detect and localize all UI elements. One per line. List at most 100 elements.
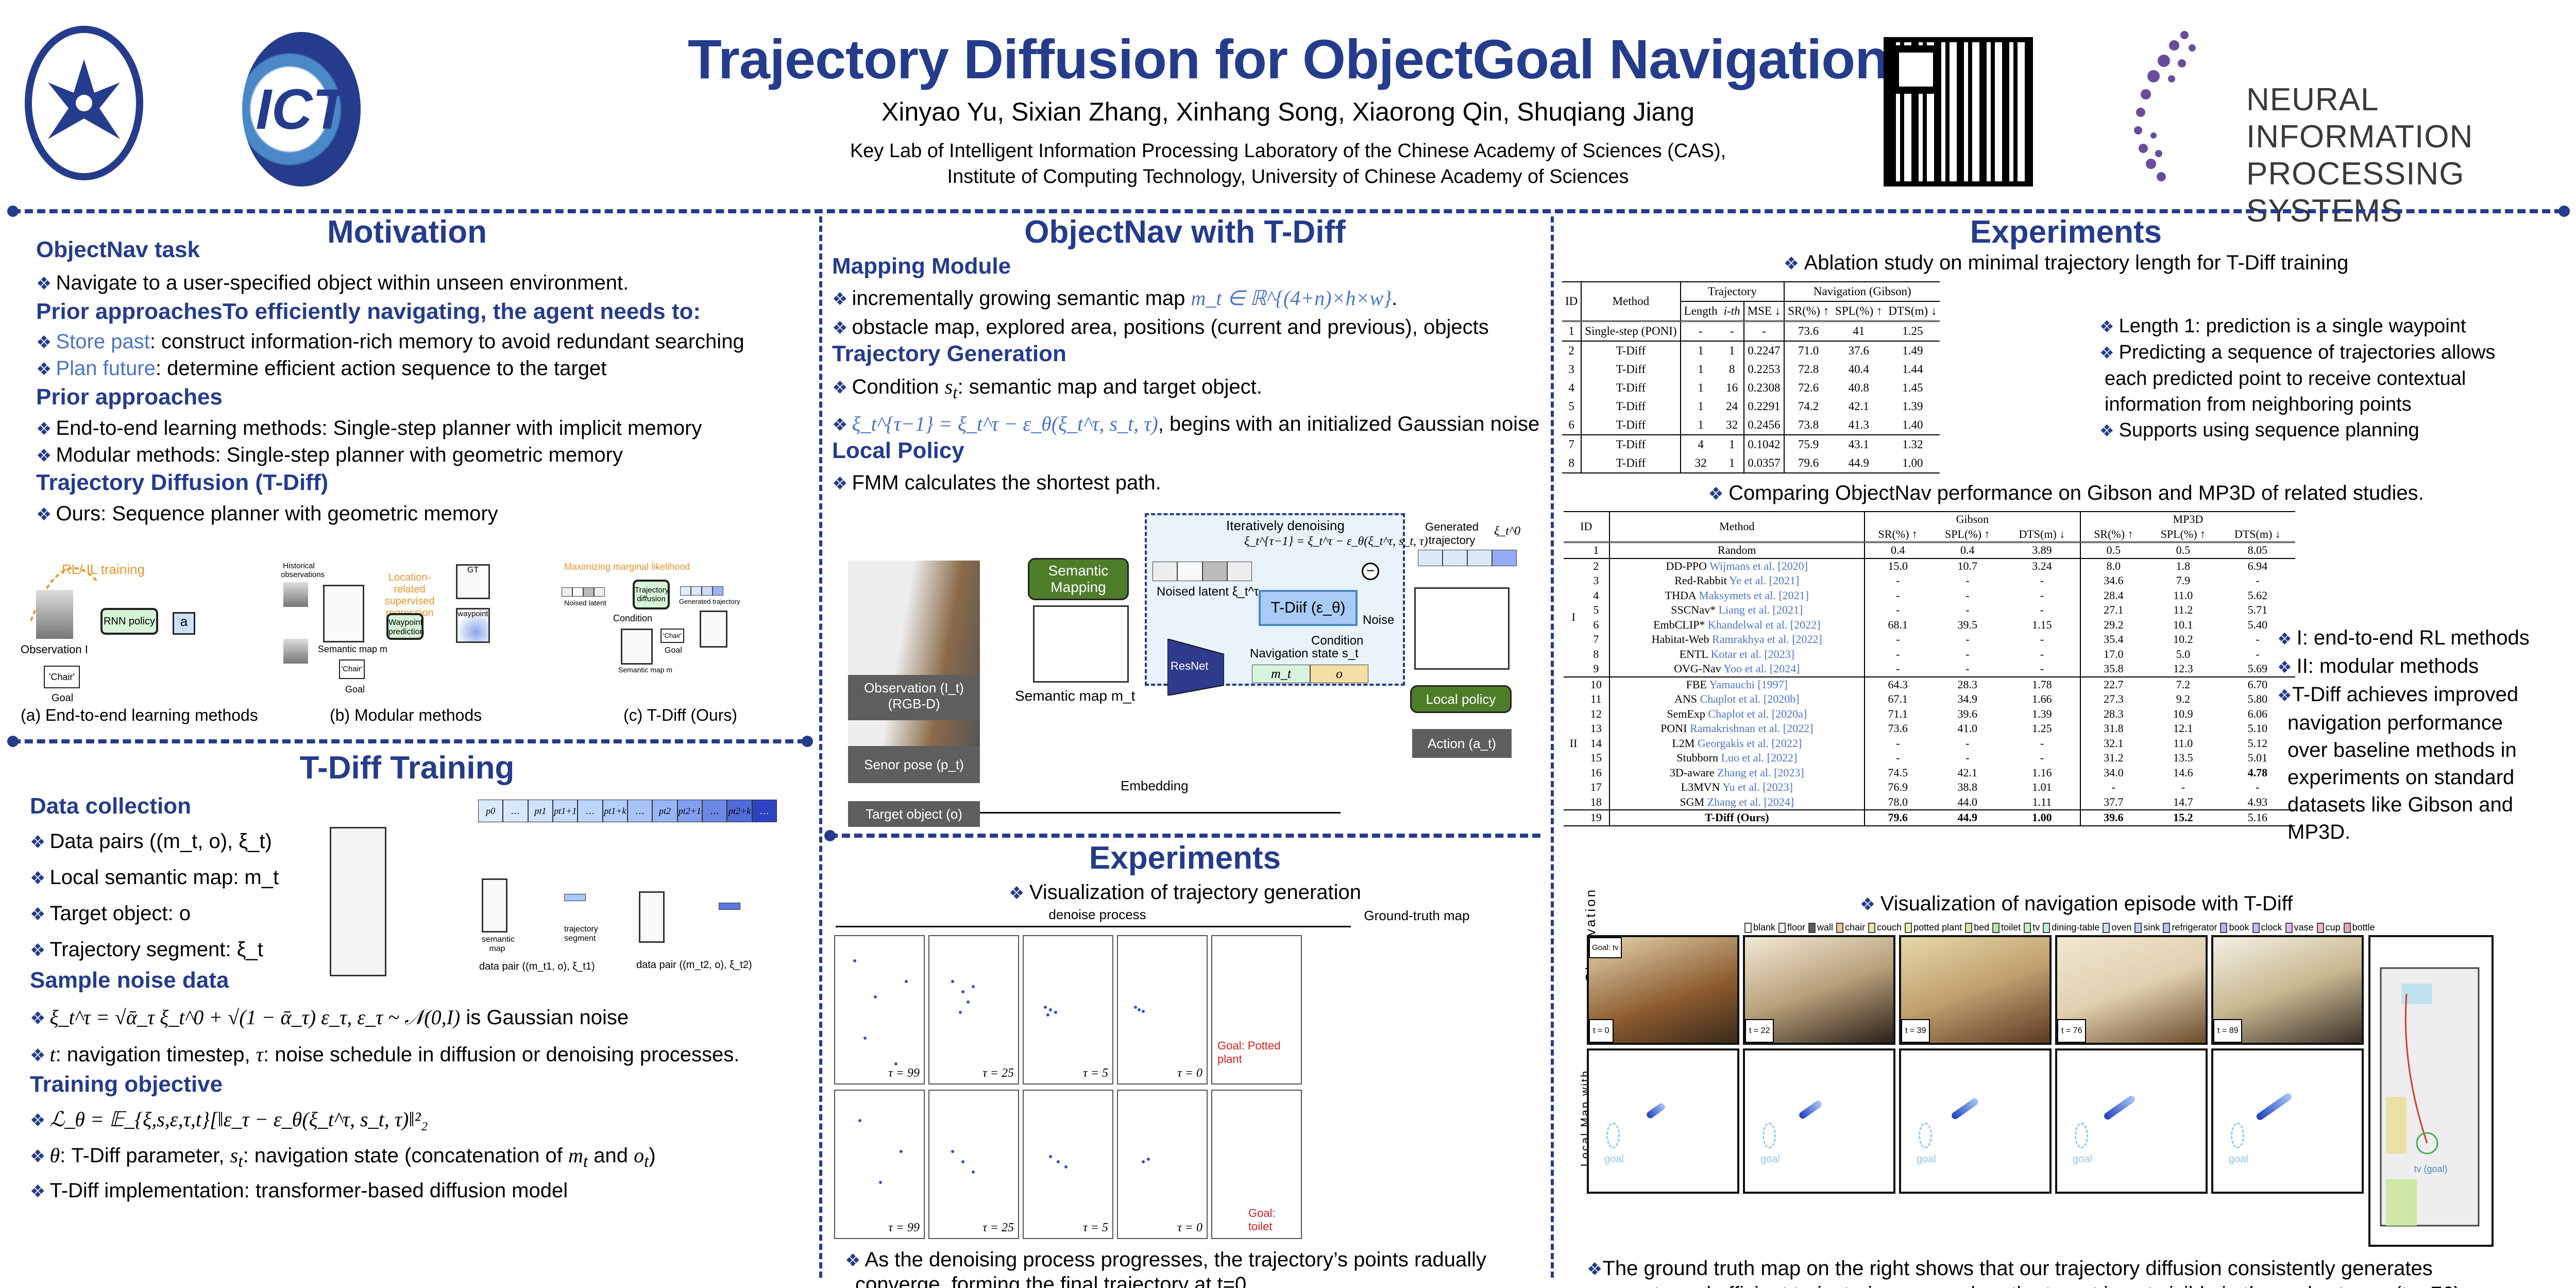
ablation-table: ID Method Trajectory Navigation (Gibson)… bbox=[1562, 281, 1940, 473]
diamond-bullet-icon: ❖ bbox=[30, 941, 46, 960]
diamond-bullet-icon: ❖ bbox=[2099, 421, 2119, 440]
heading-local-policy: Local Policy bbox=[832, 438, 964, 463]
table-row: 12 SemExp Chaplot et al. [2020a] 71.1 39.6… bbox=[1564, 706, 2295, 721]
denoise-panel-r1-tau0: τ = 0 bbox=[1117, 935, 1208, 1084]
legend-label: clock bbox=[2261, 922, 2282, 933]
denoise-panel-r1-tau99: τ = 99 bbox=[834, 935, 925, 1084]
timestep-label: t = 76 bbox=[2057, 1019, 2087, 1043]
legend-label: sink bbox=[2143, 922, 2160, 933]
legend-swatch-icon bbox=[1744, 923, 1752, 934]
denoised-trajectory bbox=[1950, 1097, 1980, 1121]
motivation-figure: RL/ IL training Observation I RNN policy… bbox=[15, 551, 804, 732]
header-separator bbox=[12, 209, 2563, 213]
affiliation: Key Lab of Intelligent Information Proce… bbox=[850, 140, 1726, 188]
local-map-frame: goal bbox=[2211, 1048, 2364, 1194]
gt-thumb: GT bbox=[456, 564, 490, 599]
table-row: 14 L2M Georgakis et al. [2022] --- 32.1 11… bbox=[1564, 736, 2295, 751]
table-row: 16 3D-aware Zhang et al. [2023] 74.5 42.1 1… bbox=[1564, 765, 2295, 780]
trajectory-sequence: p0 … pt1 pt1+1 … pt1+k … pt2 pt2+1 … pt2… bbox=[478, 800, 777, 822]
qr-code[interactable] bbox=[1884, 37, 2033, 187]
diamond-bullet-icon: ❖ bbox=[2277, 658, 2297, 676]
observation-image bbox=[36, 590, 73, 639]
rnn-policy-box: RNN policy bbox=[100, 608, 158, 635]
rl-training-arc-icon bbox=[30, 567, 98, 621]
observation-frame: t = 39 bbox=[1899, 935, 2052, 1045]
legend-label: chair bbox=[1845, 922, 1866, 933]
legend-swatch-icon bbox=[2252, 923, 2260, 934]
legend-swatch-icon bbox=[2024, 923, 2031, 934]
separator-dot bbox=[802, 736, 813, 747]
goal-label: Goal: tv bbox=[1589, 937, 1622, 958]
denoised-trajectory bbox=[1798, 1099, 1823, 1121]
heading-prior-approaches: Prior approaches bbox=[36, 384, 223, 410]
objectnav-title: ObjectNav with T-Diff bbox=[1024, 214, 1346, 250]
table-row: 9 OVG-Nav Yoo et al. [2024] --- 35.8 12.3 5… bbox=[1564, 662, 2295, 677]
legend-swatch-icon bbox=[1836, 923, 1844, 934]
diamond-bullet-icon: ❖ bbox=[2099, 344, 2119, 362]
bullet-plan-future: ❖ Plan future: determine efficient action… bbox=[36, 357, 607, 380]
table-row: 6 EmbCLIP* Khandelwal et al. [2022] 68.1 3… bbox=[1564, 617, 2295, 632]
heading-generation: Trajectory Generation bbox=[832, 341, 1066, 366]
local-map-frame: goal bbox=[1899, 1048, 2052, 1194]
bullet-store-past: ❖ Store past: construct information-rich … bbox=[36, 330, 744, 353]
column-divider-2 bbox=[1551, 216, 1554, 1278]
diamond-bullet-icon: ❖ bbox=[30, 905, 46, 924]
data-collection-section: Data collection ❖ Data pairs ((m_t, o), ξ… bbox=[30, 793, 452, 963]
denoise-note: ❖ As the denoising process progresses, th… bbox=[845, 1248, 1487, 1271]
diamond-bullet-icon: ❖ bbox=[30, 833, 46, 852]
diamond-bullet-icon: ❖ bbox=[30, 1111, 46, 1130]
denoise-panel-r2-tau5: τ = 5 bbox=[1023, 1090, 1113, 1239]
diamond-bullet-icon: ❖ bbox=[30, 1182, 46, 1201]
diamond-bullet-icon: ❖ bbox=[845, 1251, 861, 1270]
diamond-bullet-icon: ❖ bbox=[30, 1147, 46, 1166]
table-row: 5 T-Diff 1 24 0.2291 74.2 42.1 1.39 bbox=[1562, 397, 1940, 416]
goal-circle-icon bbox=[1919, 1123, 1932, 1148]
column-divider-1 bbox=[819, 216, 822, 1278]
diamond-bullet-icon: ❖ bbox=[36, 333, 52, 352]
diamond-bullet-icon: ❖ bbox=[36, 274, 52, 294]
table-row: 1 Single-step (PONI) - - -73.6 41 1.25 bbox=[1562, 321, 1940, 341]
diamond-bullet-icon: ❖ bbox=[30, 869, 46, 888]
local-policy-box: Local policy bbox=[1410, 685, 1512, 713]
noised-latent-cells bbox=[1153, 562, 1252, 581]
observation-frame: t = 76 bbox=[2055, 935, 2208, 1045]
legend-swatch-icon bbox=[2316, 923, 2324, 934]
heading-mapping: Mapping Module bbox=[832, 253, 1011, 279]
legend-swatch-icon bbox=[2134, 923, 2142, 934]
denoise-arrow bbox=[836, 926, 1351, 927]
legend-label: couch bbox=[1877, 922, 1902, 933]
goal-marker-label: goal bbox=[2229, 1154, 2248, 1165]
heading-sample-noise: Sample noise data bbox=[30, 968, 229, 993]
table-row: 18 SGM Zhang et al. [2024] 78.0 44.0 1.11 3… bbox=[1564, 794, 2295, 810]
semantic-legend: blank floor wall chair couch potted plant bed t… bbox=[1741, 922, 2411, 934]
denoise-panel-r1-tau5: τ = 5 bbox=[1023, 935, 1113, 1084]
mid-section-separator bbox=[829, 834, 1540, 838]
bullet-prior-1: ❖ End-to-end learning methods: Single-ste… bbox=[36, 417, 702, 439]
separator-dot bbox=[7, 736, 19, 747]
legend-swatch-icon bbox=[1808, 923, 1816, 934]
ground-truth-episode-map: tv (goal) bbox=[2368, 935, 2494, 1247]
trajectory-diffusion-box: Trajectory diffusion bbox=[633, 580, 670, 609]
legend-label: blank bbox=[1753, 922, 1776, 933]
experiments-right-title: Experiments bbox=[1970, 214, 2162, 250]
table-row: 4 T-Diff 1 16 0.2308 72.6 40.8 1.45 bbox=[1562, 379, 1940, 397]
experiments-mid-title: Experiments bbox=[1089, 840, 1281, 876]
full-episode-map bbox=[330, 827, 386, 976]
denoised-trajectory bbox=[2103, 1094, 2137, 1121]
authors: Xinyao Yu, Sixian Zhang, Xinhang Song, X… bbox=[882, 97, 1694, 126]
denoise-panel-r2-tau0: τ = 0 bbox=[1117, 1090, 1208, 1239]
legend-swatch-icon bbox=[1965, 923, 1973, 934]
semantic-map-thumb bbox=[323, 585, 364, 642]
episode-note: ❖The ground truth map on the right shows… bbox=[1587, 1257, 2466, 1288]
diamond-bullet-icon: ❖ bbox=[832, 378, 848, 398]
legend-swatch-icon bbox=[1992, 923, 2000, 934]
compare-notes: ❖ I: end-to-end RL methods ❖ II: modular… bbox=[2277, 626, 2530, 843]
heading-training-objective: Training objective bbox=[30, 1072, 223, 1097]
tdiff-model-box: T-Diif (ε_θ) bbox=[1259, 590, 1358, 626]
diamond-bullet-icon: ❖ bbox=[30, 1009, 46, 1028]
training-title: T-Diff Training bbox=[299, 750, 515, 786]
comparison-table: ID Method Gibson MP3D SR(%) ↑ SPL(%) ↑ DTS… bbox=[1564, 511, 2295, 826]
table-row: 3 T-Diff 1 8 0.2253 72.8 40.4 1.44 bbox=[1562, 360, 1940, 379]
resnet-encoder-icon bbox=[1167, 639, 1224, 696]
diamond-bullet-icon: ❖ bbox=[832, 474, 848, 494]
